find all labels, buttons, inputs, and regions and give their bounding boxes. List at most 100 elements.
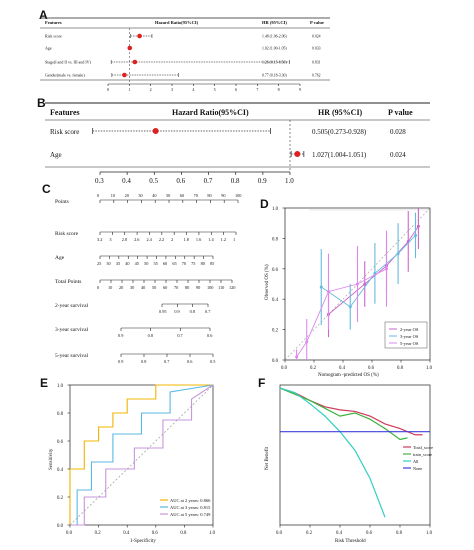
panel-b-x-tick-label: 0.8 <box>231 177 240 185</box>
panel-c-tick-label: 110 <box>218 285 224 290</box>
panel-b-x-tick-label: 0.3 <box>95 177 104 185</box>
panel-e-x-tick-label: 0.6 <box>152 531 159 536</box>
panel-f-x-tick-label: 0.4 <box>336 531 343 536</box>
panel-d-legend-box <box>384 321 428 349</box>
panel-f-legend-label: All <box>413 459 419 464</box>
panel-a-row-hr: 1.26 (0.15-8.50) <box>262 61 287 65</box>
panel-d-point <box>305 340 309 344</box>
panel-d-y-tick-label: 0.4 <box>272 298 279 303</box>
panel-d-y-tick-label: 0.0 <box>272 359 279 364</box>
panel-c-tick-label: 0 <box>97 285 99 290</box>
panel-d-series-line <box>320 235 416 308</box>
panel-c-tick-label: 0.5 <box>210 359 215 364</box>
panel-d-point <box>385 267 388 271</box>
panel-e-roc-curve <box>70 384 214 526</box>
panel-d-y-tick-label: 0.2 <box>272 329 279 334</box>
panel-c-row-label: 5-year survival <box>55 353 89 359</box>
panel-d-x-tick-label: 0.6 <box>368 366 375 371</box>
panel-e-y-tick-label: 0.4 <box>57 468 64 473</box>
panel-c-tick-label: 20 <box>119 285 123 290</box>
panel-b-hr-point <box>152 128 159 134</box>
panel-c-tick-label: 35 <box>116 261 120 266</box>
panel-c-tick-label: 1.2 <box>221 237 226 242</box>
panel-f-legend-label: Total_score <box>413 445 433 450</box>
panel-b-row-label: Age <box>50 151 62 159</box>
panel-c-row-label: Risk score <box>55 231 79 237</box>
panel-e-x-tick-label: 0.2 <box>95 531 102 536</box>
panel-c-tick-label: 90 <box>221 193 225 198</box>
panel-a-hr-point <box>122 72 127 78</box>
panel-d-point <box>414 233 417 237</box>
panel-c-tick-label: 0.6 <box>187 359 193 364</box>
panel-e-y-tick-label: 0.0 <box>57 524 64 529</box>
panel-a-header-p: P value <box>310 20 324 25</box>
panel-e-legend-label: AUC at 3 years: 0.815 <box>170 505 211 510</box>
panel-c-tick-label: 85 <box>210 261 214 266</box>
panel-c-tick-label: 2 <box>171 237 173 242</box>
panel-f-x-tick-label: 0.2 <box>306 531 313 536</box>
panel-d-legend-label: 5-year OS <box>400 341 419 346</box>
panel-c-tick-label: 50 <box>144 261 148 266</box>
panel-f-frame <box>279 384 431 526</box>
panel-d-x-tick-label: 1.0 <box>426 366 433 371</box>
panel-c-tick-label: 2.4 <box>146 237 152 242</box>
panel-d-label: D <box>260 197 269 211</box>
panel-a-x-tick-label: 9 <box>299 87 301 92</box>
panel-a-row-label: Gender(male vs. female) <box>45 73 85 78</box>
panel-e-x-tick-label: 1.0 <box>209 531 216 536</box>
panel-d-point <box>348 305 352 309</box>
panel-a-row-hr: 1.02 (1.00-1.05) <box>262 47 287 51</box>
panel-b-header-p: P value <box>388 108 413 117</box>
panel-f-x-tick-label: 0.6 <box>366 531 373 536</box>
panel-f-x-tick-label: 0.0 <box>276 531 283 536</box>
panel-c-tick-label: 0.7 <box>205 309 211 314</box>
panel-f-series-line <box>279 387 408 441</box>
panel-c-tick-label: 45 <box>135 261 139 266</box>
panel-f-y-label: Net Benefit <box>265 446 270 470</box>
panel-c-row-label: Total Points <box>55 279 81 285</box>
panel-d-y-tick-label: 1.0 <box>272 207 279 212</box>
panel-a-x-tick-label: 6 <box>235 87 237 92</box>
panel-c-tick-label: 80 <box>185 285 189 290</box>
panel-d-point <box>416 224 420 228</box>
panel-e-roc-curve <box>70 384 214 526</box>
panel-e-x-tick-label: 0.0 <box>66 531 73 536</box>
panel-c-tick-label: 90 <box>196 285 200 290</box>
panel-c-tick-label: 70 <box>194 193 198 198</box>
panel-d-point <box>396 252 400 256</box>
panel-c-tick-label: 0.9 <box>118 333 123 338</box>
panel-a-row-p: 0.033 <box>312 47 321 51</box>
panel-c-row-label: Points <box>55 199 69 205</box>
panel-c-tick-label: 2.8 <box>122 237 127 242</box>
panel-b-hr-point <box>294 151 301 157</box>
panel-c-tick-label: 0 <box>97 193 99 198</box>
panel-a-x-tick-label: 8 <box>278 87 280 92</box>
panel-e-x-tick-label: 0.4 <box>123 531 130 536</box>
panel-c-tick-label: 20 <box>125 193 129 198</box>
panel-f-x-tick-label: 1.0 <box>426 531 433 536</box>
panel-e-y-label: Sensitivity <box>49 448 54 470</box>
panel-d-y-tick-label: 0.6 <box>272 268 279 273</box>
panel-a-row-label: Stage(I and II vs. III and IV) <box>45 60 92 65</box>
panel-c-tick-label: 60 <box>163 285 167 290</box>
panel-c-tick-label: 10 <box>108 285 112 290</box>
panel-c-tick-label: 2.2 <box>159 237 164 242</box>
panel-b-header-features: Features <box>50 108 80 117</box>
panel-c-tick-label: 2.6 <box>134 237 140 242</box>
panel-d-point <box>356 282 359 286</box>
panel-b-x-tick-label: 0.4 <box>122 177 131 185</box>
panel-c-tick-label: 55 <box>154 261 158 266</box>
panel-d-x-label: Nomogram -predicted OS (%) <box>318 373 379 378</box>
panel-a-row-hr: 1.48 (1.06-2.06) <box>262 35 287 39</box>
panel-a-x-tick-label: 4 <box>192 87 194 92</box>
panel-b-x-tick-label: 0.9 <box>258 177 267 185</box>
panel-e-x-label: 1-Specificity <box>130 539 156 544</box>
panel-c-tick-label: 1 <box>233 237 235 242</box>
panel-c-tick-label: 25 <box>97 261 101 266</box>
panel-d-x-tick-label: 0.2 <box>310 366 317 371</box>
panel-e-y-tick-label: 0.6 <box>57 440 64 445</box>
panel-b-row-hr: 0.505(0.273-0.928) <box>312 128 367 136</box>
panel-d-y-tick-label: 0.8 <box>272 237 279 242</box>
panel-d-x-tick-label: 0.4 <box>339 366 346 371</box>
